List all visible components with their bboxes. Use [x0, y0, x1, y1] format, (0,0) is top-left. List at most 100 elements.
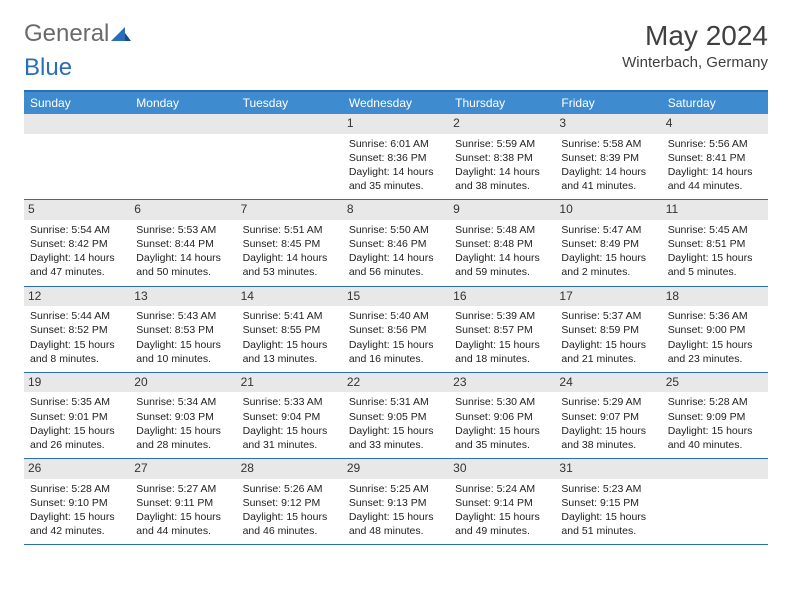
- day-details: Sunrise: 5:41 AMSunset: 8:55 PMDaylight:…: [243, 309, 337, 366]
- day-number: 29: [343, 459, 449, 479]
- day-details: Sunrise: 5:39 AMSunset: 8:57 PMDaylight:…: [455, 309, 549, 366]
- day-details: Sunrise: 5:58 AMSunset: 8:39 PMDaylight:…: [561, 137, 655, 194]
- day-details: Sunrise: 5:23 AMSunset: 9:15 PMDaylight:…: [561, 482, 655, 539]
- day-number: 18: [662, 287, 768, 307]
- day-cell: 21Sunrise: 5:33 AMSunset: 9:04 PMDayligh…: [237, 373, 343, 458]
- day-cell: 2 Sunrise: 5:59 AMSunset: 8:38 PMDaylight…: [449, 114, 555, 199]
- week-row: 12Sunrise: 5:44 AMSunset: 8:52 PMDayligh…: [24, 287, 768, 373]
- day-details: Sunrise: 5:43 AMSunset: 8:53 PMDaylight:…: [136, 309, 230, 366]
- day-cell: 3 Sunrise: 5:58 AMSunset: 8:39 PMDaylight…: [555, 114, 661, 199]
- day-cell: [24, 114, 130, 199]
- day-cell: 19Sunrise: 5:35 AMSunset: 9:01 PMDayligh…: [24, 373, 130, 458]
- day-cell: 27 Sunrise: 5:27 AMSunset: 9:11 PMDayligh…: [130, 459, 236, 544]
- day-number: [662, 459, 768, 479]
- day-cell: [130, 114, 236, 199]
- day-cell: 25Sunrise: 5:28 AMSunset: 9:09 PMDayligh…: [662, 373, 768, 458]
- day-number: 10: [555, 200, 661, 220]
- day-number: 26: [24, 459, 130, 479]
- day-details: Sunrise: 5:36 AMSunset: 9:00 PMDaylight:…: [668, 309, 762, 366]
- calendar-page: GeneralBlue May 2024 Winterbach, Germany…: [0, 0, 792, 565]
- day-details: Sunrise: 5:54 AMSunset: 8:42 PMDaylight:…: [30, 223, 124, 280]
- day-details: Sunrise: 5:50 AMSunset: 8:46 PMDaylight:…: [349, 223, 443, 280]
- day-number: 27: [130, 459, 236, 479]
- day-number: [130, 114, 236, 134]
- day-details: Sunrise: 5:40 AMSunset: 8:56 PMDaylight:…: [349, 309, 443, 366]
- day-details: Sunrise: 5:29 AMSunset: 9:07 PMDaylight:…: [561, 395, 655, 452]
- day-details: Sunrise: 5:24 AMSunset: 9:14 PMDaylight:…: [455, 482, 549, 539]
- day-number: 1: [343, 114, 449, 134]
- day-cell: 11Sunrise: 5:45 AMSunset: 8:51 PMDayligh…: [662, 200, 768, 285]
- day-number: 14: [237, 287, 343, 307]
- weekday-monday: Monday: [130, 92, 236, 114]
- day-number: [237, 114, 343, 134]
- day-cell: 6Sunrise: 5:53 AMSunset: 8:44 PMDaylight…: [130, 200, 236, 285]
- day-number: 13: [130, 287, 236, 307]
- day-details: Sunrise: 5:59 AMSunset: 8:38 PMDaylight:…: [455, 137, 549, 194]
- day-number: 2: [449, 114, 555, 134]
- day-cell: 8 Sunrise: 5:50 AMSunset: 8:46 PMDaylight…: [343, 200, 449, 285]
- day-cell: 4Sunrise: 5:56 AMSunset: 8:41 PMDaylight…: [662, 114, 768, 199]
- day-number: 15: [343, 287, 449, 307]
- day-cell: 17Sunrise: 5:37 AMSunset: 8:59 PMDayligh…: [555, 287, 661, 372]
- week-row: 1 Sunrise: 6:01 AMSunset: 8:36 PMDaylight…: [24, 114, 768, 200]
- sail-icon: [111, 20, 131, 48]
- day-details: Sunrise: 5:45 AMSunset: 8:51 PMDaylight:…: [668, 223, 762, 280]
- day-cell: 7Sunrise: 5:51 AMSunset: 8:45 PMDaylight…: [237, 200, 343, 285]
- day-cell: [237, 114, 343, 199]
- day-details: Sunrise: 5:47 AMSunset: 8:49 PMDaylight:…: [561, 223, 655, 280]
- weekday-friday: Friday: [555, 92, 661, 114]
- weekday-wednesday: Wednesday: [343, 92, 449, 114]
- day-details: Sunrise: 6:01 AMSunset: 8:36 PMDaylight:…: [349, 137, 443, 194]
- day-details: Sunrise: 5:34 AMSunset: 9:03 PMDaylight:…: [136, 395, 230, 452]
- day-cell: [662, 459, 768, 544]
- day-cell: 30 Sunrise: 5:24 AMSunset: 9:14 PMDayligh…: [449, 459, 555, 544]
- day-cell: 22Sunrise: 5:31 AMSunset: 9:05 PMDayligh…: [343, 373, 449, 458]
- day-cell: 1 Sunrise: 6:01 AMSunset: 8:36 PMDaylight…: [343, 114, 449, 199]
- day-details: Sunrise: 5:48 AMSunset: 8:48 PMDaylight:…: [455, 223, 549, 280]
- brand-logo: General Blue: [24, 20, 131, 82]
- day-details: Sunrise: 5:44 AMSunset: 8:52 PMDaylight:…: [30, 309, 124, 366]
- day-number: [24, 114, 130, 134]
- day-number: 8: [343, 200, 449, 220]
- day-cell: 24Sunrise: 5:29 AMSunset: 9:07 PMDayligh…: [555, 373, 661, 458]
- day-cell: 16Sunrise: 5:39 AMSunset: 8:57 PMDayligh…: [449, 287, 555, 372]
- location-label: Winterbach, Germany: [622, 54, 768, 71]
- day-cell: 29 Sunrise: 5:25 AMSunset: 9:13 PMDayligh…: [343, 459, 449, 544]
- day-cell: 13Sunrise: 5:43 AMSunset: 8:53 PMDayligh…: [130, 287, 236, 372]
- calendar-grid: SundayMondayTuesdayWednesdayThursdayFrid…: [24, 90, 768, 545]
- day-cell: 23Sunrise: 5:30 AMSunset: 9:06 PMDayligh…: [449, 373, 555, 458]
- day-number: 17: [555, 287, 661, 307]
- day-number: 12: [24, 287, 130, 307]
- day-details: Sunrise: 5:30 AMSunset: 9:06 PMDaylight:…: [455, 395, 549, 452]
- week-row: 26 Sunrise: 5:28 AMSunset: 9:10 PMDayligh…: [24, 459, 768, 545]
- day-details: Sunrise: 5:28 AMSunset: 9:10 PMDaylight:…: [30, 482, 124, 539]
- day-number: 30: [449, 459, 555, 479]
- day-number: 20: [130, 373, 236, 393]
- day-number: 24: [555, 373, 661, 393]
- weeks-container: 1 Sunrise: 6:01 AMSunset: 8:36 PMDaylight…: [24, 114, 768, 545]
- day-cell: 10 Sunrise: 5:47 AMSunset: 8:49 PMDayligh…: [555, 200, 661, 285]
- week-row: 19Sunrise: 5:35 AMSunset: 9:01 PMDayligh…: [24, 373, 768, 459]
- day-number: 21: [237, 373, 343, 393]
- day-number: 28: [237, 459, 343, 479]
- day-cell: 9 Sunrise: 5:48 AMSunset: 8:48 PMDaylight…: [449, 200, 555, 285]
- day-cell: 15Sunrise: 5:40 AMSunset: 8:56 PMDayligh…: [343, 287, 449, 372]
- day-cell: 5Sunrise: 5:54 AMSunset: 8:42 PMDaylight…: [24, 200, 130, 285]
- weekday-tuesday: Tuesday: [237, 92, 343, 114]
- day-details: Sunrise: 5:33 AMSunset: 9:04 PMDaylight:…: [243, 395, 337, 452]
- day-cell: 20Sunrise: 5:34 AMSunset: 9:03 PMDayligh…: [130, 373, 236, 458]
- brand-text: General Blue: [24, 20, 131, 82]
- day-details: Sunrise: 5:27 AMSunset: 9:11 PMDaylight:…: [136, 482, 230, 539]
- brand-part2: Blue: [24, 54, 72, 81]
- day-details: Sunrise: 5:53 AMSunset: 8:44 PMDaylight:…: [136, 223, 230, 280]
- day-number: 3: [555, 114, 661, 134]
- weekday-sunday: Sunday: [24, 92, 130, 114]
- day-details: Sunrise: 5:51 AMSunset: 8:45 PMDaylight:…: [243, 223, 337, 280]
- day-details: Sunrise: 5:25 AMSunset: 9:13 PMDaylight:…: [349, 482, 443, 539]
- brand-part1: General: [24, 20, 109, 47]
- day-number: 23: [449, 373, 555, 393]
- day-number: 31: [555, 459, 661, 479]
- day-cell: 28Sunrise: 5:26 AMSunset: 9:12 PMDayligh…: [237, 459, 343, 544]
- day-details: Sunrise: 5:35 AMSunset: 9:01 PMDaylight:…: [30, 395, 124, 452]
- day-number: 9: [449, 200, 555, 220]
